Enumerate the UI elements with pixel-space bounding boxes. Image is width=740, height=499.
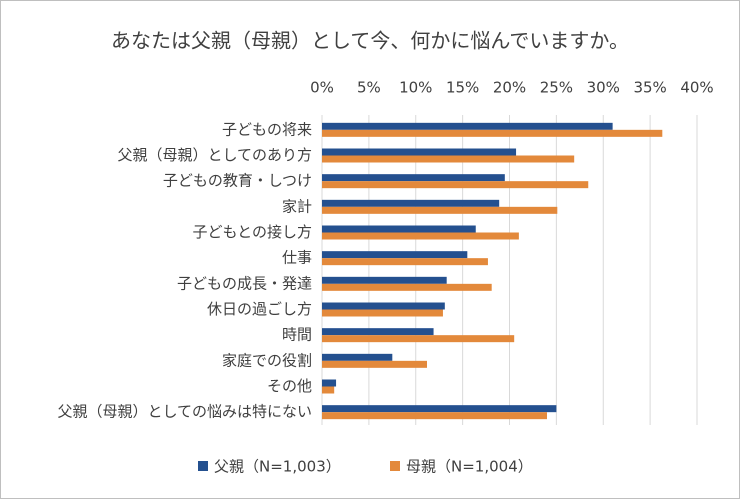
y-tick-label: 時間 (282, 326, 312, 344)
bar (322, 283, 492, 291)
bar (322, 276, 447, 284)
x-tick-label: 20% (493, 79, 526, 97)
y-tick-label: 家計 (282, 197, 312, 215)
bar (322, 122, 613, 130)
bar (322, 353, 393, 361)
bar (322, 129, 663, 137)
bar (322, 174, 505, 182)
legend-label: 母親（N=1,004） (406, 458, 533, 476)
bar (322, 206, 558, 214)
bar (322, 405, 557, 413)
y-tick-label: その他 (267, 377, 312, 395)
legend-swatch (390, 461, 400, 471)
y-tick-label: 家庭での役割 (222, 351, 312, 369)
bar (322, 386, 335, 394)
legend-label: 父親（N=1,003） (214, 458, 341, 476)
y-tick-label: 子どもとの接し方 (192, 223, 312, 241)
bar (322, 302, 445, 310)
bar (322, 251, 468, 259)
y-tick-label: 子どもの教育・しつけ (163, 172, 312, 190)
x-tick-label: 35% (633, 79, 666, 97)
bar (322, 225, 476, 233)
y-tick-label: 子どもの成長・発達 (177, 274, 312, 292)
chart-title: あなたは父親（母親）として今、何かに悩んでいますか。 (111, 29, 629, 53)
bar (322, 181, 589, 189)
x-tick-label: 0% (310, 79, 334, 97)
y-tick-label: 仕事 (282, 249, 312, 267)
x-tick-label: 30% (587, 79, 620, 97)
x-tick-label: 5% (357, 79, 381, 97)
y-tick-label: 父親（母親）としての悩みは特にない (57, 403, 312, 421)
bar (322, 379, 337, 387)
legend-swatch (198, 461, 208, 471)
y-tick-label: 休日の過ごし方 (207, 300, 312, 318)
bar (322, 199, 500, 207)
x-tick-label: 10% (399, 79, 432, 97)
bar (322, 328, 434, 336)
bar (322, 232, 519, 240)
bar (322, 155, 575, 163)
bar (322, 309, 443, 317)
bar (322, 335, 515, 343)
y-tick-label: 子どもの将来 (222, 120, 312, 138)
y-tick-label: 父親（母親）としてのあり方 (117, 146, 312, 164)
bar (322, 412, 547, 420)
bar (322, 360, 427, 368)
bar (322, 258, 488, 266)
x-tick-label: 40% (680, 79, 713, 97)
x-tick-label: 25% (540, 79, 573, 97)
x-tick-label: 15% (446, 79, 479, 97)
bar (322, 148, 517, 156)
